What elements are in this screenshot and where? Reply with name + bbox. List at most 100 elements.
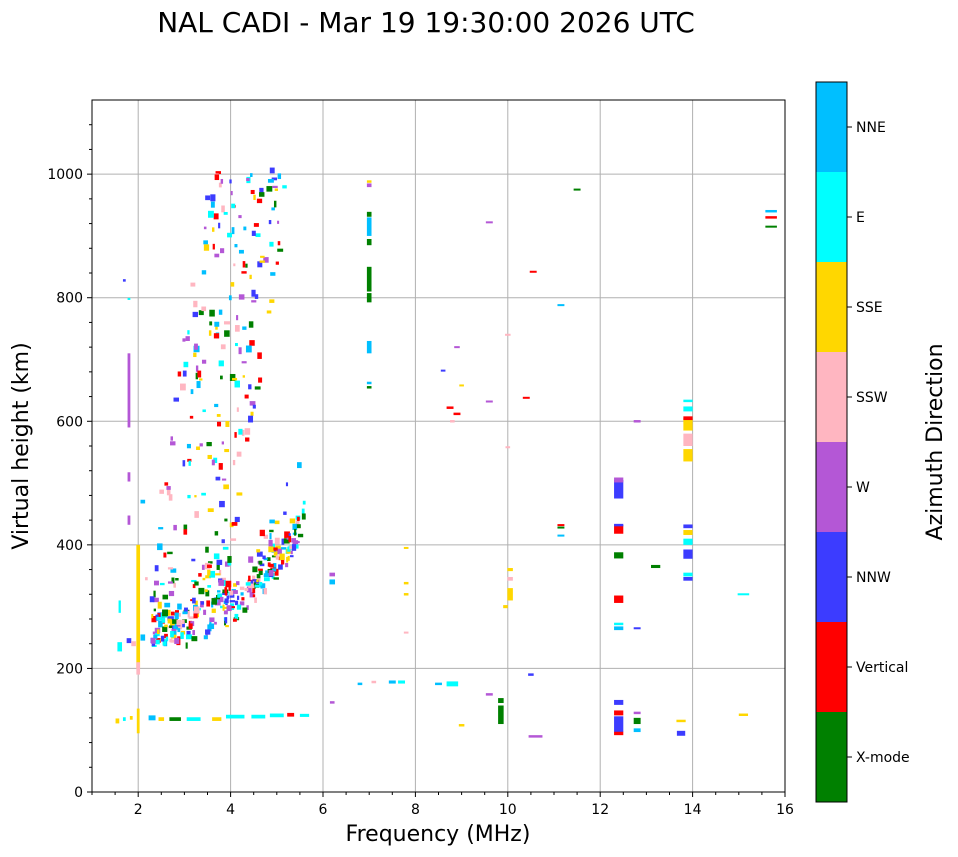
echo-point — [366, 180, 372, 183]
echo-point — [241, 597, 245, 601]
echo-point — [225, 580, 232, 588]
colorbar-swatch — [816, 532, 847, 622]
echo-point — [269, 519, 275, 524]
echo-point — [149, 596, 155, 603]
echo-point — [210, 194, 216, 202]
echo-point — [223, 580, 226, 587]
y-axis-label: Virtual height (km) — [9, 342, 34, 549]
echo-point — [213, 457, 218, 464]
echo-point — [220, 344, 226, 350]
echo-point — [301, 513, 306, 520]
echo-point — [259, 582, 263, 586]
echo-point — [190, 282, 196, 287]
echo-point — [253, 582, 256, 589]
echo-point — [162, 626, 168, 632]
echo-point — [226, 605, 232, 612]
echo-point — [272, 185, 278, 189]
echo-point — [230, 191, 233, 196]
echo-point — [241, 271, 247, 274]
echo-point — [194, 343, 198, 350]
echo-point — [183, 529, 188, 535]
echo-point — [168, 590, 175, 597]
echo-point — [557, 304, 565, 307]
echo-point — [614, 525, 624, 534]
echo-point — [258, 377, 263, 383]
echo-point — [507, 588, 513, 601]
echo-point — [193, 613, 198, 619]
echo-point — [254, 584, 261, 588]
echo-point — [286, 556, 289, 563]
echo-point — [238, 428, 243, 435]
echo-point — [273, 563, 277, 569]
echo-point — [295, 520, 300, 526]
echo-point — [203, 226, 207, 230]
echo-point — [446, 681, 459, 687]
echo-point — [229, 522, 234, 528]
echo-point — [366, 381, 372, 385]
y-tick-label: 600 — [56, 414, 83, 430]
echo-point — [398, 680, 406, 684]
echo-point — [183, 361, 189, 368]
echo-point — [263, 588, 268, 595]
echo-point — [245, 437, 250, 442]
echo-point — [151, 643, 156, 647]
echo-point — [234, 380, 240, 388]
echo-point — [243, 226, 247, 231]
x-tick-label: 16 — [776, 802, 794, 818]
echo-point — [182, 460, 186, 467]
echo-point — [188, 460, 191, 466]
echo-point — [274, 537, 280, 545]
echo-point — [217, 593, 223, 598]
echo-point — [157, 601, 162, 609]
echo-point — [366, 239, 372, 246]
echo-point — [200, 601, 205, 605]
echo-point — [234, 325, 240, 332]
echo-point — [236, 407, 239, 412]
echo-point — [192, 584, 196, 589]
echo-point — [162, 639, 167, 646]
echo-point — [676, 730, 686, 736]
echo-point — [201, 306, 207, 312]
echo-point — [253, 223, 259, 227]
echo-point — [633, 717, 641, 725]
echo-point — [224, 617, 228, 624]
echo-point — [366, 293, 372, 303]
echo-point — [256, 574, 261, 579]
echo-point — [164, 633, 168, 639]
echo-point — [151, 615, 157, 623]
echo-point — [122, 279, 126, 282]
echo-point — [287, 555, 290, 561]
echo-point — [205, 629, 211, 635]
echo-point — [169, 625, 173, 629]
echo-point — [276, 548, 282, 555]
colorbar-tick-label: W — [856, 480, 870, 496]
echo-point — [267, 557, 271, 562]
echo-point — [167, 618, 172, 624]
echo-point — [186, 443, 191, 449]
plot-frame — [91, 99, 786, 793]
echo-point — [366, 386, 372, 389]
x-tick-label: 12 — [591, 802, 609, 818]
echo-point — [160, 635, 165, 642]
echo-point — [446, 406, 454, 409]
echo-point — [281, 538, 285, 545]
echo-point — [186, 630, 191, 636]
echo-point — [273, 200, 277, 208]
echo-point — [196, 381, 201, 389]
echo-point — [231, 522, 238, 526]
echo-point — [614, 622, 624, 626]
echo-point — [275, 555, 279, 560]
echo-point — [220, 577, 226, 582]
echo-point — [227, 556, 232, 563]
echo-point — [459, 384, 464, 387]
echo-point — [214, 253, 220, 258]
echo-point — [162, 609, 169, 617]
echo-point — [221, 205, 225, 213]
echo-point — [270, 543, 276, 549]
echo-point — [187, 330, 190, 335]
x-tick-label: 2 — [134, 802, 143, 818]
echo-point — [250, 411, 254, 416]
echo-point — [157, 612, 164, 619]
echo-point — [236, 581, 240, 586]
